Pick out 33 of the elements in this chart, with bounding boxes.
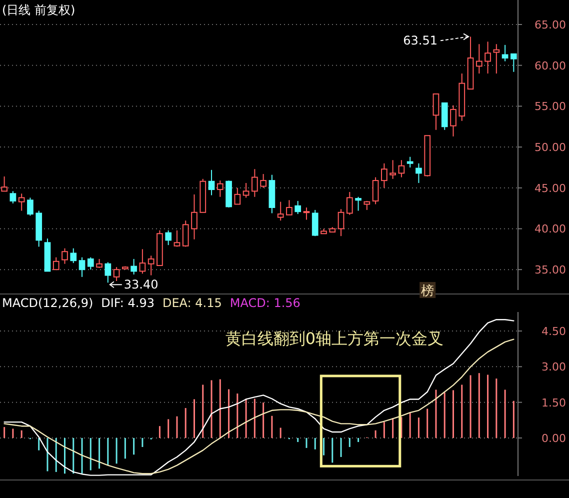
candlestick xyxy=(216,180,224,198)
y-tick-label: 60.00 xyxy=(534,59,566,72)
candlestick xyxy=(484,41,491,74)
annotation: 黄白线翻到0轴上方第一次金叉 xyxy=(225,329,444,348)
candlestick xyxy=(338,208,344,237)
y-tick-label: 1.50 xyxy=(542,396,566,410)
chart-title: MACD(12,26,9) xyxy=(2,296,94,310)
y-tick-label: 4.50 xyxy=(542,325,566,338)
candlestick xyxy=(458,73,466,122)
y-tick-label: 45.00 xyxy=(534,182,566,195)
y-tick-label: 3.00 xyxy=(542,360,566,374)
annotation: 榜 xyxy=(421,284,434,299)
candlestick xyxy=(130,258,137,275)
candlestick xyxy=(493,44,500,74)
candlestick xyxy=(191,194,198,240)
chart-title: (日线 前复权) xyxy=(2,3,76,17)
text: MACD: 1.56 xyxy=(230,296,300,310)
candlestick xyxy=(502,44,508,62)
candlestick xyxy=(252,168,258,198)
y-tick-label: 55.00 xyxy=(534,100,566,114)
y-tick-label: 65.00 xyxy=(534,18,566,32)
y-tick-label: 35.00 xyxy=(534,264,566,277)
candlestick xyxy=(398,160,405,178)
y-tick-label: 0.00 xyxy=(542,432,566,445)
candlestick xyxy=(148,255,154,276)
annotation: 33.40 xyxy=(124,278,158,292)
candlestick xyxy=(476,44,482,74)
y-tick-label: 50.00 xyxy=(534,141,566,154)
text: DIF: 4.93 xyxy=(101,296,154,310)
annotation: 63.51 xyxy=(403,34,438,48)
y-tick-label: 40.00 xyxy=(534,222,566,236)
candlestick xyxy=(416,162,422,184)
text: DEA: 4.15 xyxy=(162,296,222,310)
